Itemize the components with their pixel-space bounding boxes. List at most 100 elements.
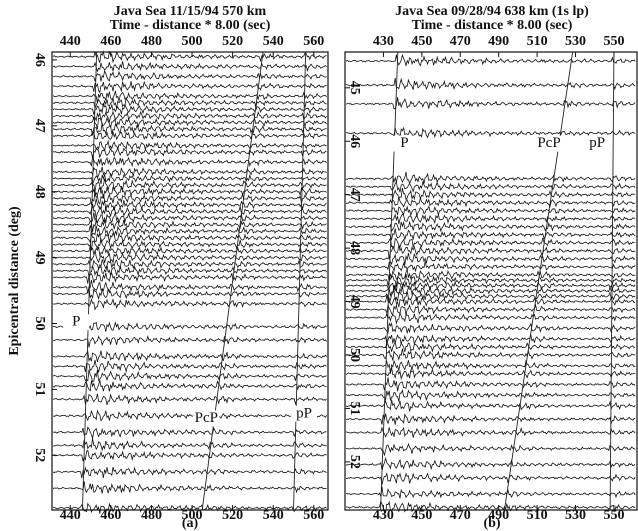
subtitle: Time - distance * 8.00 (sec)	[110, 18, 271, 33]
seismic-trace	[345, 456, 636, 471]
seismic-trace	[52, 90, 327, 104]
seismic-trace	[52, 225, 327, 238]
x-tick-label-bottom: 440	[60, 508, 81, 523]
seismic-trace	[52, 156, 327, 168]
x-tick-label-bottom: 530	[565, 508, 586, 523]
y-tick-label: 48	[32, 185, 47, 199]
x-tick-label-top: 550	[603, 34, 624, 49]
seismic-trace	[345, 126, 636, 139]
y-tick-label: 51	[347, 401, 362, 415]
seismic-trace	[52, 166, 327, 179]
x-tick-label-top: 460	[100, 34, 121, 49]
seismic-trace	[345, 388, 636, 402]
x-tick-label-bottom: 510	[527, 508, 548, 523]
seismic-trace	[52, 185, 327, 199]
x-tick-label-bottom: 480	[141, 508, 162, 523]
caption: (b)	[483, 516, 500, 531]
y-tick-label: 52	[347, 455, 362, 469]
x-tick-label-bottom: 430	[373, 508, 394, 523]
seismic-trace	[345, 261, 636, 273]
x-tick-label-bottom: 520	[222, 508, 243, 523]
phase-line	[81, 51, 98, 511]
seismic-trace	[345, 303, 636, 316]
seismic-trace	[52, 393, 327, 406]
seismic-trace	[52, 212, 327, 225]
y-tick-label: 46	[32, 53, 47, 67]
seismic-trace	[345, 220, 636, 233]
seismic-trace	[52, 198, 327, 211]
plot-frame	[344, 51, 638, 511]
y-tick-label: 50	[32, 317, 47, 331]
seismic-trace	[52, 80, 327, 94]
seismic-trace	[52, 232, 327, 244]
seismic-trace	[345, 367, 636, 381]
y-tick-label: 49	[32, 251, 47, 265]
seismic-trace	[345, 245, 636, 259]
y-tick-label: 46	[347, 134, 362, 148]
y-axis-label: Epicentral distance (deg)	[7, 206, 22, 356]
x-tick-label-bottom: 550	[603, 508, 624, 523]
caption: (a)	[182, 516, 199, 531]
seismic-trace	[52, 130, 327, 141]
seismic-trace	[52, 426, 327, 439]
phase-label: PcP	[195, 410, 218, 426]
seismic-trace	[52, 122, 327, 136]
x-tick-label-top: 530	[565, 34, 586, 49]
phase-line	[504, 51, 574, 511]
seismic-trace	[52, 297, 327, 311]
phase-label-bg	[391, 135, 418, 152]
seismic-trace	[345, 205, 636, 218]
x-tick-label-top: 480	[141, 34, 162, 49]
seismic-trace	[53, 219, 327, 232]
y-tick-label: 52	[32, 448, 47, 462]
seismic-trace	[52, 61, 327, 73]
seismic-trace	[52, 502, 327, 515]
seismic-trace	[345, 284, 636, 298]
seismic-trace	[52, 173, 327, 186]
seismic-trace	[345, 295, 636, 308]
seismic-trace	[345, 500, 636, 514]
seismic-trace	[345, 213, 636, 225]
seismic-trace	[345, 197, 636, 208]
seismic-trace	[52, 481, 327, 494]
seismic-trace	[52, 259, 327, 271]
seismic-trace	[345, 359, 636, 373]
seismic-trace	[52, 319, 327, 332]
seismic-trace	[345, 472, 636, 485]
x-tick-label-top: 560	[303, 34, 324, 49]
y-tick-label: 51	[32, 382, 47, 396]
seismic-trace	[52, 245, 327, 258]
seismic-trace	[52, 279, 327, 294]
seismic-trace	[53, 335, 327, 348]
seismic-trace	[345, 253, 636, 266]
seismic-trace	[345, 442, 636, 457]
x-tick-label-top: 440	[60, 34, 81, 49]
x-tick-label-bottom: 540	[263, 508, 284, 523]
seismic-trace	[346, 348, 636, 361]
x-tick-label-top: 500	[182, 34, 203, 49]
phase-label-bg	[63, 314, 90, 331]
seismic-trace	[345, 236, 636, 250]
seismic-trace	[345, 413, 636, 425]
seismic-trace	[345, 289, 636, 304]
subtitle: Time - distance * 8.00 (sec)	[412, 18, 573, 33]
x-tick-label-bottom: 560	[303, 508, 324, 523]
seismic-trace	[52, 203, 327, 219]
phase-line	[380, 51, 399, 511]
phase-line	[201, 51, 264, 511]
title: Java Sea 09/28/94 638 km (1s lp)	[395, 4, 589, 19]
x-tick-label-bottom: 500	[182, 508, 203, 523]
seismic-trace	[52, 250, 327, 264]
seismic-trace	[345, 171, 636, 185]
y-tick-label: 48	[347, 241, 362, 255]
seismic-trace	[52, 359, 327, 373]
seismic-trace	[345, 273, 636, 287]
seismic-trace	[345, 77, 636, 91]
seismic-trace	[52, 409, 327, 422]
seismic-trace	[52, 116, 327, 130]
seismic-trace	[345, 53, 636, 67]
y-tick-label: 49	[347, 295, 362, 309]
x-tick-label-top: 540	[263, 34, 284, 49]
seismic-trace	[52, 96, 327, 110]
